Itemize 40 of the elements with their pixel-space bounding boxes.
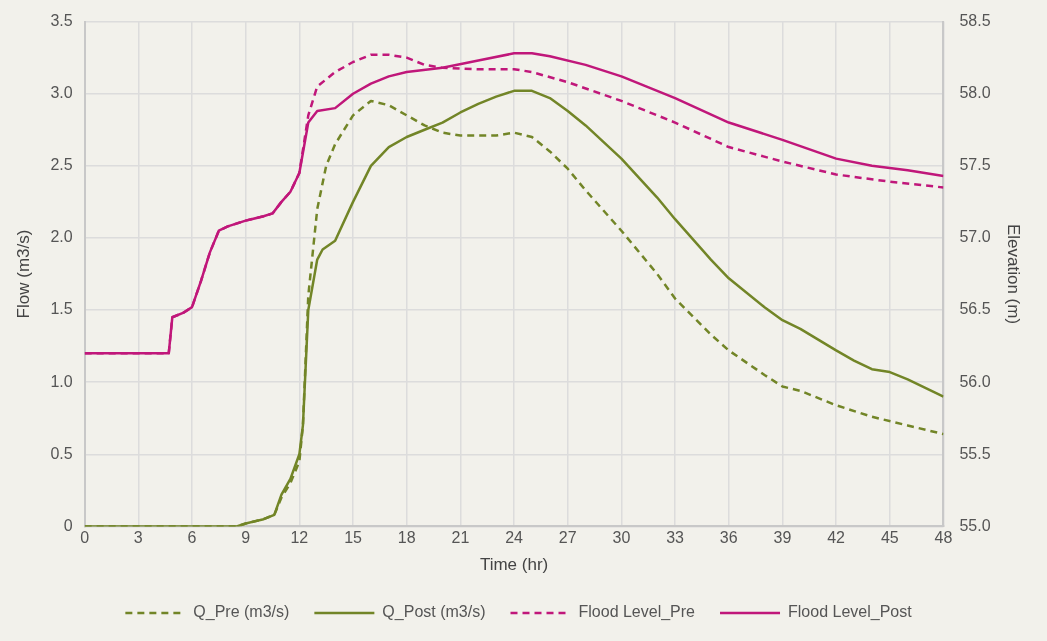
- legend-label: Flood Level_Post: [788, 603, 913, 622]
- x-tick-label: 42: [827, 529, 846, 547]
- y2-tick-label: 57.5: [959, 156, 991, 174]
- y-tick-label: 2.5: [50, 156, 73, 174]
- x-tick-label: 48: [934, 529, 953, 547]
- x-tick-label: 6: [187, 529, 197, 547]
- y-tick-label: 1.0: [50, 372, 73, 390]
- y2-tick-label: 55.5: [959, 444, 991, 462]
- x-tick-label: 21: [451, 529, 470, 547]
- x-tick-label: 45: [880, 529, 899, 547]
- x-tick-label: 30: [612, 529, 631, 547]
- x-tick-label: 9: [241, 529, 251, 547]
- x-tick-label: 15: [344, 529, 363, 547]
- x-tick-label: 24: [505, 529, 524, 547]
- y2-tick-label: 57.0: [959, 228, 991, 246]
- x-axis-title: Time (hr): [479, 555, 549, 575]
- y2-tick-label: 58.5: [959, 12, 991, 30]
- y2-tick-label: 56.0: [959, 372, 991, 390]
- y2-axis-title: Elevation (m): [1004, 223, 1024, 325]
- y-axis-title: Flow (m3/s): [13, 229, 33, 319]
- legend-label: Flood Level_Pre: [578, 603, 696, 622]
- y-tick-label: 0: [63, 516, 73, 534]
- x-tick-label: 12: [290, 529, 309, 547]
- y-tick-label: 0.5: [50, 444, 73, 462]
- x-tick-label: 3: [133, 529, 143, 547]
- x-tick-label: 0: [80, 529, 90, 547]
- x-tick-label: 39: [773, 529, 792, 547]
- y-tick-label: 1.5: [50, 300, 73, 318]
- legend-label: Q_Post (m3/s): [382, 603, 486, 622]
- y-tick-label: 3.5: [50, 12, 73, 30]
- y-tick-label: 3.0: [50, 84, 73, 102]
- x-tick-label: 18: [397, 529, 416, 547]
- x-tick-label: 33: [666, 529, 685, 547]
- x-tick-label: 36: [719, 529, 738, 547]
- y2-tick-label: 56.5: [959, 300, 991, 318]
- y2-tick-label: 58.0: [959, 84, 991, 102]
- y2-tick-label: 55.0: [959, 516, 991, 534]
- y-tick-label: 2.0: [50, 228, 73, 246]
- x-tick-label: 27: [558, 529, 577, 547]
- legend-label: Q_Pre (m3/s): [193, 603, 290, 622]
